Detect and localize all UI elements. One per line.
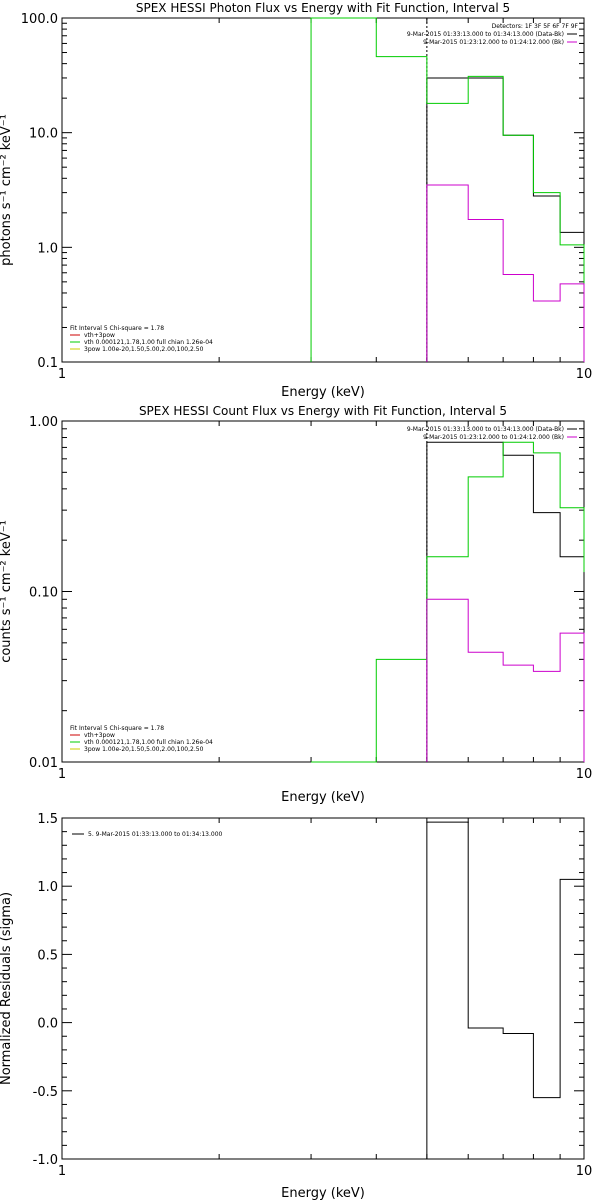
legend-top-entry: 9-Mar-2015 01:23:12.000 to 01:24:12.000 … bbox=[423, 39, 564, 46]
y-tick-label: 0.0 bbox=[37, 1017, 58, 1032]
legend-detectors: Detectors: 1F 3F 5F 6F 7F 9F bbox=[492, 23, 579, 30]
x-axis-label-1: Energy (keV) bbox=[281, 790, 365, 805]
histogram-series-1-1 bbox=[311, 441, 585, 763]
x-tick-label: 1 bbox=[58, 1164, 66, 1179]
chart-title-0: SPEX HESSI Photon Flux vs Energy with Fi… bbox=[136, 1, 510, 15]
histogram-series-0-1 bbox=[310, 17, 585, 362]
y-axis-label-0: photons s⁻¹ cm⁻² keV⁻¹ bbox=[0, 114, 14, 266]
plot-frame-2 bbox=[61, 817, 585, 1160]
legend-bottom-entry: 3pow 1.00e-20,1.50,5.00,2.00,100,2.50 bbox=[84, 746, 204, 753]
x-tick-label: 10 bbox=[576, 1164, 593, 1179]
y-tick-label: 1.00 bbox=[29, 415, 58, 430]
histogram-series-1-0 bbox=[426, 441, 585, 762]
y-tick-label: 1.5 bbox=[37, 812, 58, 827]
y-tick-label: 10.0 bbox=[29, 127, 58, 142]
legend-top-entry: 9-Mar-2015 01:33:13.000 to 01:34:13.000 … bbox=[407, 31, 564, 38]
y-tick-label: -0.5 bbox=[33, 1085, 58, 1100]
legend-bottom-entry: vth+3pow bbox=[84, 732, 115, 739]
y-axis-label-2: Normalized Residuals (sigma) bbox=[0, 892, 14, 1085]
legend-bottom-entry: vth+3pow bbox=[84, 332, 115, 339]
y-tick-label: 1.0 bbox=[37, 241, 58, 256]
legend-fit-header: Fit Interval 5 Chi-square = 1.78 bbox=[70, 325, 164, 332]
x-tick-label: 10 bbox=[576, 767, 593, 782]
x-axis-label-2: Energy (keV) bbox=[281, 1186, 365, 1200]
x-tick-label: 1 bbox=[58, 767, 66, 782]
histogram-series-0-2 bbox=[426, 184, 585, 362]
y-tick-label: 100.0 bbox=[21, 12, 58, 27]
x-tick-label: 10 bbox=[576, 367, 593, 382]
histogram-series-2-0 bbox=[426, 821, 585, 1159]
y-axis-label-1: counts s⁻¹ cm⁻² keV⁻¹ bbox=[0, 520, 14, 663]
plot-frame-0 bbox=[61, 17, 585, 363]
y-tick-label: 1.0 bbox=[37, 880, 58, 895]
legend-top-entry: 9-Mar-2015 01:23:12.000 to 01:24:12.000 … bbox=[423, 434, 564, 441]
x-axis-label-0: Energy (keV) bbox=[281, 385, 365, 400]
legend-bottom-entry: 3pow 1.00e-20,1.50,5.00,2.00,100,2.50 bbox=[84, 346, 204, 353]
legend-bottom-entry: vth 0.000121,1.78,1.00 full chian 1.26e-… bbox=[84, 739, 213, 746]
plot-frame-1 bbox=[61, 420, 585, 763]
legend-top-entry: 9-Mar-2015 01:33:13.000 to 01:34:13.000 … bbox=[407, 426, 564, 433]
y-tick-label: 0.5 bbox=[37, 948, 58, 963]
y-tick-label: 0.01 bbox=[29, 756, 58, 771]
histogram-series-1-2 bbox=[426, 598, 585, 762]
chart-title-1: SPEX HESSI Count Flux vs Energy with Fit… bbox=[139, 404, 507, 418]
x-tick-label: 1 bbox=[58, 367, 66, 382]
y-tick-label: -1.0 bbox=[33, 1153, 58, 1168]
y-tick-label: 0.1 bbox=[37, 356, 58, 371]
legend-bottom-entry: vth 0.000121,1.78,1.00 full chian 1.26e-… bbox=[84, 339, 213, 346]
residual-legend-text: 5. 9-Mar-2015 01:33:13.000 to 01:34:13.0… bbox=[88, 831, 223, 838]
y-tick-label: 0.10 bbox=[29, 586, 58, 601]
legend-fit-header: Fit Interval 5 Chi-square = 1.78 bbox=[70, 725, 164, 732]
